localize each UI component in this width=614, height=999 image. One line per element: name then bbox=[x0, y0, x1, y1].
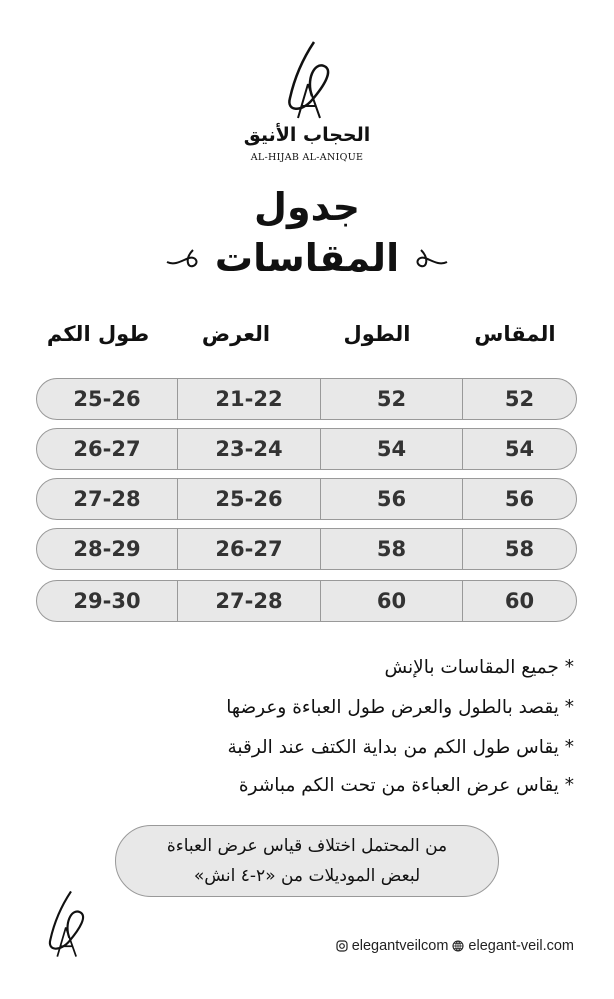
cell-width: 21-22 bbox=[178, 379, 321, 419]
instagram-handle[interactable]: elegantveilcom bbox=[351, 938, 449, 954]
note-text: يقاس عرض العباءة من تحت الكم مباشرة bbox=[238, 775, 559, 796]
cell-width: 25-26 bbox=[178, 479, 321, 519]
cell-sleeve: 29-30 bbox=[37, 581, 178, 621]
cell-length: 60 bbox=[321, 581, 463, 621]
note-text: يقصد بالطول والعرض طول العباءة وعرضها bbox=[226, 697, 559, 718]
cell-length: 58 bbox=[321, 529, 463, 569]
title-row: المقاسات bbox=[0, 236, 614, 280]
header-size: المقاس bbox=[474, 322, 556, 346]
brand-logo-small bbox=[48, 890, 85, 957]
note-1: * جميع المقاسات بالإنش bbox=[384, 657, 574, 678]
title-line2: المقاسات bbox=[214, 236, 400, 280]
cell-size: 60 bbox=[504, 589, 535, 613]
cell-width: 27-28 bbox=[178, 581, 321, 621]
note-text: يقاس طول الكم من بداية الكتف عند الرقبة bbox=[227, 737, 559, 758]
cell-sleeve: 25-26 bbox=[37, 379, 178, 419]
header-length: الطول bbox=[343, 322, 411, 346]
note-2: * يقصد بالطول والعرض طول العباءة وعرضها bbox=[226, 697, 574, 718]
table-row: 28-29 26-27 58 58 bbox=[36, 528, 577, 570]
instagram-icon bbox=[336, 940, 348, 952]
bullet: * bbox=[564, 775, 574, 796]
cell-size: 58 bbox=[504, 537, 535, 561]
website-link[interactable]: elegant-veil.com bbox=[468, 938, 574, 954]
footer-contacts: elegantveilcom elegant-veil.com bbox=[336, 938, 574, 954]
cell-size: 52 bbox=[504, 387, 535, 411]
disclaimer-line2: لبعض الموديلات من «٢-٤ انش» bbox=[193, 866, 421, 886]
table-row: 29-30 27-28 60 60 bbox=[36, 580, 577, 622]
cell-width: 23-24 bbox=[178, 429, 321, 469]
disclaimer-line1: من المحتمل اختلاف قياس عرض العباءة bbox=[166, 836, 448, 856]
cell-sleeve: 26-27 bbox=[37, 429, 178, 469]
bullet: * bbox=[564, 657, 574, 678]
bullet: * bbox=[564, 697, 574, 718]
cell-length: 52 bbox=[321, 379, 463, 419]
disclaimer-box: من المحتمل اختلاف قياس عرض العباءة لبعض … bbox=[115, 825, 499, 897]
flourish-left-icon bbox=[166, 249, 198, 268]
brand-name-en: AL-HIJAB AL-ANIQUE bbox=[250, 152, 364, 163]
cell-sleeve: 27-28 bbox=[37, 479, 178, 519]
cell-size: 54 bbox=[504, 437, 535, 461]
brand-logo bbox=[288, 41, 330, 119]
globe-icon bbox=[452, 940, 464, 952]
header-width: العرض bbox=[201, 322, 271, 346]
bullet: * bbox=[564, 737, 574, 758]
brand-name-ar: الحجاب الأنيق bbox=[243, 124, 371, 146]
flourish-right-icon bbox=[416, 249, 448, 268]
header-sleeve: طول الكم bbox=[46, 322, 150, 346]
title-line1: جدول bbox=[254, 185, 360, 229]
cell-size: 56 bbox=[504, 487, 535, 511]
cell-sleeve: 28-29 bbox=[37, 529, 178, 569]
note-text: جميع المقاسات بالإنش bbox=[384, 657, 559, 678]
table-row: 26-27 23-24 54 54 bbox=[36, 428, 577, 470]
cell-length: 54 bbox=[321, 429, 463, 469]
note-3: * يقاس طول الكم من بداية الكتف عند الرقب… bbox=[227, 737, 574, 758]
table-row: 25-26 21-22 52 52 bbox=[36, 378, 577, 420]
table-row: 27-28 25-26 56 56 bbox=[36, 478, 577, 520]
cell-length: 56 bbox=[321, 479, 463, 519]
cell-width: 26-27 bbox=[178, 529, 321, 569]
note-4: * يقاس عرض العباءة من تحت الكم مباشرة bbox=[239, 775, 574, 796]
